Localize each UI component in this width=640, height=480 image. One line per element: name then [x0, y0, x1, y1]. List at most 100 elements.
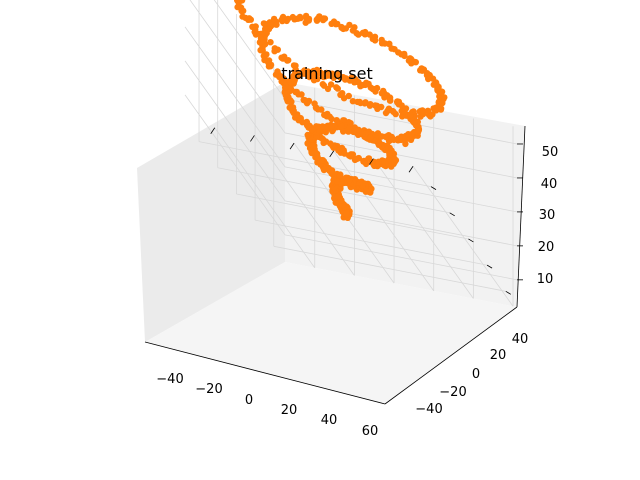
data-point: [341, 150, 348, 157]
x-tick-mark: [210, 127, 216, 134]
data-point: [274, 68, 281, 75]
x-axis-line: [144, 341, 386, 405]
data-point: [328, 123, 335, 131]
x-tick-label: 40: [321, 413, 338, 428]
z-axis-line: [516, 125, 526, 308]
data-point: [439, 99, 446, 107]
x-tick-mark: [250, 135, 255, 142]
data-point: [365, 155, 373, 162]
data-point: [327, 81, 335, 88]
data-point: [354, 155, 361, 162]
data-point: [360, 158, 368, 165]
x-tick-label: −20: [195, 382, 222, 397]
data-point: [378, 90, 385, 97]
data-point: [340, 117, 347, 124]
data-point: [370, 85, 377, 93]
x-axis-ticks: −40 −20 0 20 40 60: [156, 127, 414, 439]
x-tick-mark: [329, 150, 335, 158]
data-point: [334, 178, 341, 185]
y-tick-label: 0: [472, 367, 480, 382]
data-point: [284, 15, 292, 23]
z-tick-label: 40: [541, 177, 558, 192]
gridline-floor-y: [236, 193, 469, 240]
data-point: [372, 102, 379, 109]
data-points: [234, 0, 448, 221]
data-point: [329, 70, 336, 77]
gridline-back-z: [284, 98, 518, 145]
data-point: [394, 99, 401, 107]
data-point: [278, 54, 285, 61]
data-point: [282, 84, 289, 91]
z-tick-label: 30: [539, 208, 556, 223]
data-point: [419, 107, 426, 114]
data-point: [359, 29, 367, 36]
data-point: [260, 20, 268, 27]
gridline-floor-x: [214, 127, 316, 269]
data-point: [326, 113, 333, 120]
data-point: [433, 81, 440, 88]
data-point: [370, 161, 377, 169]
data-point: [288, 104, 295, 111]
data-point: [390, 108, 397, 116]
z-tick-label: 50: [542, 145, 559, 160]
data-point: [378, 103, 385, 111]
data-point: [314, 159, 321, 166]
gridline-left-z: [184, 26, 286, 168]
data-point: [239, 13, 246, 20]
data-point: [290, 62, 298, 69]
data-point: [351, 75, 358, 83]
data-point: [279, 16, 286, 24]
data-point: [351, 24, 358, 31]
data-point: [272, 46, 279, 53]
data-point: [321, 71, 328, 79]
gridline-back-z: [284, 166, 518, 213]
y-axis-ticks: −40 −20 0 20 40: [415, 186, 529, 417]
data-point: [321, 111, 328, 119]
gridline-floor-x: [333, 150, 435, 292]
data-point: [362, 99, 369, 106]
y-tick-label: −40: [415, 402, 442, 417]
data-point: [313, 123, 320, 130]
data-point: [338, 24, 345, 31]
data-point: [333, 117, 340, 124]
gridline-floor-x: [373, 158, 474, 299]
data-point: [301, 97, 309, 104]
data-point: [432, 104, 440, 111]
data-point: [347, 151, 355, 158]
z-axis-ticks: 10 20 30 40 50: [517, 143, 559, 287]
gridline-floor-x: [412, 165, 514, 307]
y-tick-mark: [468, 238, 474, 243]
x-tick-mark: [289, 142, 295, 150]
data-point: [441, 94, 448, 101]
data-point: [367, 134, 374, 141]
data-point: [299, 119, 306, 126]
gridline-floor-y: [273, 245, 506, 292]
y-tick-mark: [430, 186, 437, 190]
data-point: [273, 21, 280, 28]
data-point: [417, 67, 424, 74]
data-point: [259, 47, 266, 54]
data-point: [316, 70, 323, 77]
x-tick-label: 60: [362, 424, 379, 439]
data-point: [337, 91, 344, 99]
data-point: [327, 140, 334, 147]
data-point: [356, 98, 363, 106]
x-tick-label: 20: [281, 403, 298, 418]
data-point: [304, 131, 311, 139]
data-point: [388, 135, 395, 142]
data-point: [316, 13, 323, 20]
y-tick-label: −20: [439, 385, 466, 400]
data-point: [236, 0, 240, 1]
data-point: [270, 15, 278, 23]
data-point: [297, 14, 304, 22]
gridline-floor-y: [255, 219, 488, 266]
data-point: [302, 12, 310, 20]
x-tick-label: −40: [156, 372, 183, 387]
data-point: [311, 100, 318, 107]
y-tick-label: 40: [512, 332, 529, 347]
data-point: [437, 105, 445, 112]
y-tick-mark: [486, 264, 493, 269]
y-tick-mark: [505, 290, 511, 295]
